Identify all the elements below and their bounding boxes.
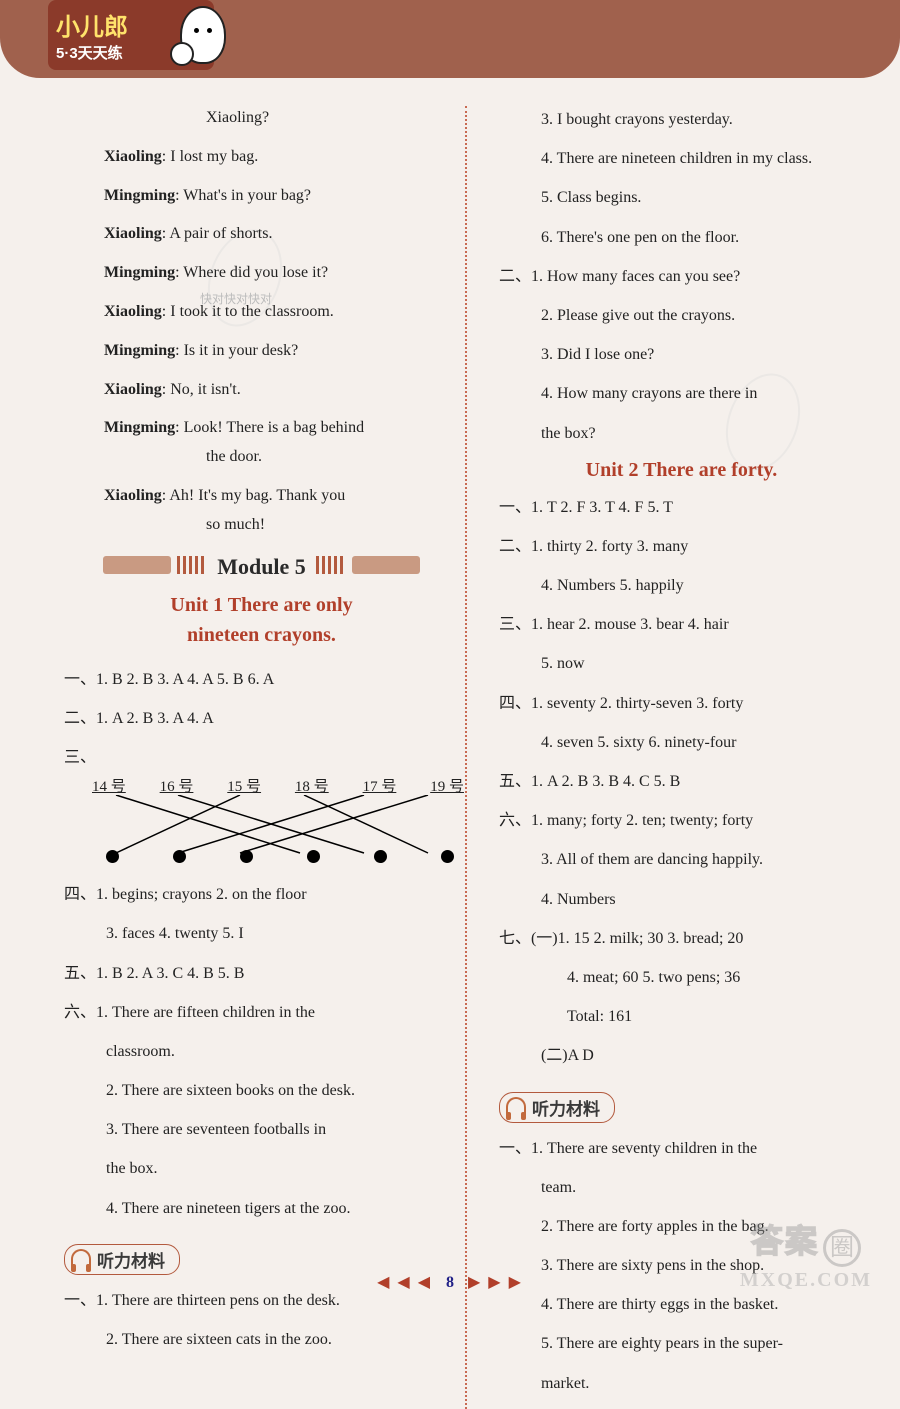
unit2-q6-l2: 3. All of them are dancing happily. (499, 846, 864, 873)
answer-watermark: 答案 圈 MXQE.COM (740, 1216, 872, 1292)
headphone-icon (71, 1249, 91, 1269)
unit2-q7-l1: 七、(一)1. 15 2. milk; 30 3. bread; 20 (499, 925, 864, 952)
listen1-left: 一、1. There are thirteen pens on the desk… (64, 1287, 459, 1353)
listening-label: 听力材料 (532, 1095, 600, 1120)
unit2-q7-l2: 4. meat; 60 5. two pens; 36 (499, 964, 864, 991)
unit1-q5: 五、1. B 2. A 3. C 4. B 5. B (64, 960, 459, 987)
right-column: 3. I bought crayons yesterday.4. There a… (475, 106, 864, 1409)
unit2-q7-l3: Total: 161 (499, 1003, 864, 1030)
listening-badge: 听力材料 (499, 1092, 615, 1123)
unit2-q4-l1: 四、1. seventy 2. thirty-seven 3. forty (499, 690, 864, 717)
unit2-q2-l1: 二、1. thirty 2. forty 3. many (499, 533, 864, 560)
left-column: Xiaoling?Xiaoling: I lost my bag.Mingmin… (64, 106, 459, 1409)
unit2-title: Unit 2 There are forty. (499, 459, 864, 482)
dialogue-block: Xiaoling?Xiaoling: I lost my bag.Mingmin… (64, 106, 459, 538)
module-header: Module 5 (64, 554, 459, 580)
unit2-q4-l2: 4. seven 5. sixty 6. ninety-four (499, 729, 864, 756)
pencil-decor-left (103, 556, 207, 574)
unit2-q7-l4: (二)A D (499, 1042, 864, 1069)
unit1-q6: 六、1. There are fifteen children in the c… (64, 999, 459, 1222)
module-title: Module 5 (211, 554, 312, 579)
unit2-q1: 一、1. T 2. F 3. T 4. F 5. T (499, 494, 864, 521)
unit1-q4-l2: 3. faces 4. twenty 5. I (64, 920, 459, 947)
unit1-title: Unit 1 There are only nineteen crayons. (64, 590, 459, 650)
listening-label: 听力材料 (97, 1247, 165, 1272)
page-content: Xiaoling?Xiaoling: I lost my bag.Mingmin… (0, 78, 900, 1409)
logo-hand-icon (170, 42, 194, 66)
unit1-q2: 二、1. A 2. B 3. A 4. A (64, 705, 459, 732)
pencil-decor-right (316, 556, 420, 574)
unit2-q3-l1: 三、1. hear 2. mouse 3. bear 4. hair (499, 611, 864, 638)
arrow-right-icon: ▶ ▶ ▶ (468, 1274, 523, 1291)
headphone-icon (506, 1097, 526, 1117)
unit2-q6-l1: 六、1. many; forty 2. ten; twenty; forty (499, 807, 864, 834)
unit2-q6-l3: 4. Numbers (499, 886, 864, 913)
listen2-right: 二、1. How many faces can you see?2. Pleas… (499, 263, 864, 447)
unit1-q3: 三、 14 号16 号15 号18 号17 号19 号 (64, 744, 459, 869)
arrow-left-icon: ◀ ◀ ◀ (377, 1274, 432, 1291)
unit1-q1: 一、1. B 2. B 3. A 4. A 5. B 6. A (64, 666, 459, 693)
listening-badge: 听力材料 (64, 1244, 180, 1275)
listen1-right-cont: 3. I bought crayons yesterday.4. There a… (499, 106, 864, 251)
unit1-q4-l1: 四、1. begins; crayons 2. on the floor (64, 881, 459, 908)
matching-diagram: 14 号16 号15 号18 号17 号19 号 (92, 775, 464, 869)
column-divider (465, 106, 469, 1409)
unit2-q2-l2: 4. Numbers 5. happily (499, 572, 864, 599)
unit2-q5: 五、1. A 2. B 3. B 4. C 5. B (499, 768, 864, 795)
unit2-q3-l2: 5. now (499, 650, 864, 677)
